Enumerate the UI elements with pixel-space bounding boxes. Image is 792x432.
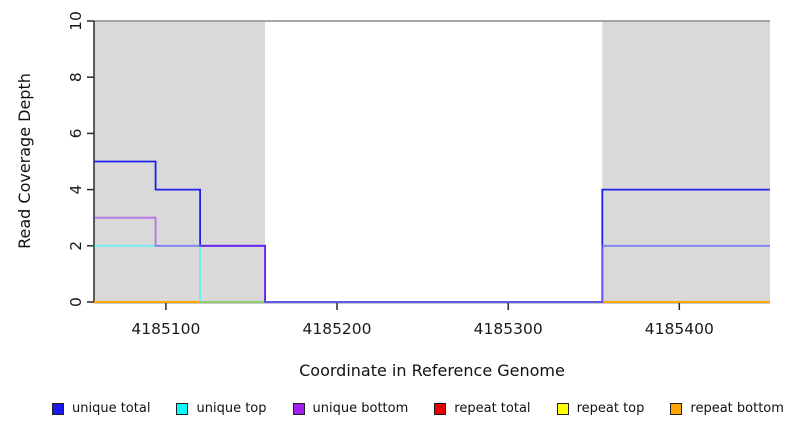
legend-label: repeat bottom xyxy=(690,401,784,416)
legend-item-repeat-top: repeat top xyxy=(556,401,645,416)
x-tick-label: 4185100 xyxy=(131,320,200,338)
legend-label: repeat top xyxy=(576,401,645,416)
legend-label: repeat total xyxy=(454,401,531,416)
legend-item-repeat-bottom: repeat bottom xyxy=(670,401,784,416)
y-tick-label: 10 xyxy=(67,11,85,31)
legend-swatch-unique-total xyxy=(52,402,64,415)
legend: unique total unique top unique bottom repea… xyxy=(52,401,784,416)
legend-swatch-repeat-total xyxy=(434,402,447,415)
y-tick-label: 4 xyxy=(67,185,85,195)
legend-swatch-unique-bottom xyxy=(292,402,305,415)
legend-item-unique-bottom: unique bottom xyxy=(292,401,409,416)
legend-label: unique total xyxy=(72,401,151,416)
repeat-region-shade xyxy=(602,21,770,302)
y-tick-label: 0 xyxy=(67,297,85,307)
legend-swatch-unique-top xyxy=(176,402,189,415)
y-tick-label: 2 xyxy=(67,241,85,251)
legend-item-unique-top: unique top xyxy=(176,401,267,416)
x-tick-label: 4185400 xyxy=(645,320,714,338)
legend-label: unique top xyxy=(196,401,267,416)
legend-label: unique bottom xyxy=(312,401,409,416)
legend-item-unique-total: unique total xyxy=(52,401,150,416)
legend-swatch-repeat-top xyxy=(556,402,569,415)
series-unique-bottom xyxy=(94,216,770,303)
legend-swatch-repeat-bottom xyxy=(670,402,683,415)
x-tick-label: 4185200 xyxy=(302,320,371,338)
y-tick-label: 8 xyxy=(67,72,85,82)
y-axis-title: Read Coverage Depth xyxy=(15,73,34,249)
x-axis-title: Coordinate in Reference Genome xyxy=(299,361,565,380)
y-tick-label: 6 xyxy=(67,128,85,138)
legend-item-repeat-total: repeat total xyxy=(434,401,531,416)
x-tick-label: 4185300 xyxy=(474,320,543,338)
